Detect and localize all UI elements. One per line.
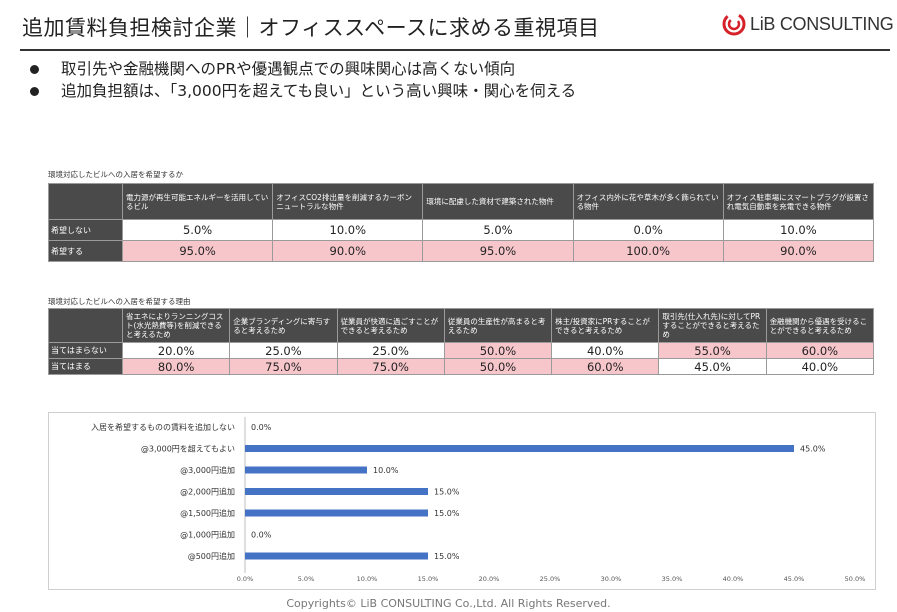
table2-cell: 60.0% — [765, 342, 875, 359]
table2: 省エネによりランニングコスト(水光熱費等)を削減できると考えるため 企業ブランデ… — [48, 308, 875, 375]
table2-cell: 80.0% — [121, 358, 231, 375]
x-tick-label: 45.0% — [784, 575, 805, 583]
x-tick-label: 10.0% — [357, 575, 378, 583]
table1-col-header: オフィス内外に花や草木が多く飾られている物件 — [572, 183, 724, 220]
x-tick-label: 40.0% — [723, 575, 744, 583]
x-tick-label: 15.0% — [418, 575, 439, 583]
table2-col-header: 株主/投資家にPRすることができると考えるため — [551, 308, 660, 343]
bar — [245, 552, 428, 560]
table2-cell: 20.0% — [121, 342, 231, 359]
table1-cell: 10.0% — [272, 219, 424, 241]
bullet-text: 追加負担額は、「3,000円を超えても良い」という高い興味・関心を伺える — [61, 82, 577, 100]
category-label: @1,000円追加 — [180, 530, 235, 540]
chart-container: 入居を希望するものの賃料を追加しない 0.0% @3,000円を超えてもよい 45.0… — [48, 412, 876, 590]
table2-col-header: 従業員の生産性が高まると考えるため — [443, 308, 553, 343]
logo-text: LiB CONSULTING — [750, 13, 894, 34]
bar — [245, 488, 428, 495]
table2-col-header: 省エネによりランニングコスト(水光熱費等)を削減できると考えるため — [121, 308, 231, 343]
logo-swirl-icon — [722, 12, 746, 36]
category-label: 入居を希望するものの賃料を追加しない — [91, 422, 235, 432]
data-label: 15.0% — [434, 509, 460, 518]
table1-cell: 10.0% — [722, 219, 875, 241]
table1-caption: 環境対応したビルへの入居を希望するか — [48, 170, 183, 179]
category-label: @2,000円追加 — [180, 487, 235, 497]
table1-cell: 90.0% — [272, 240, 424, 262]
title-divider — [20, 49, 890, 51]
table2-cell: 25.0% — [229, 342, 338, 359]
table-row: 希望する 95.0% 90.0% 95.0% 100.0% 90.0% — [48, 240, 875, 262]
table1-col-header: オフィス駐車場にスマートプラグが設置され電気自動車を充電できる物件 — [722, 183, 875, 220]
table2-cell: 40.0% — [551, 342, 660, 359]
table-row: 当てはまる 80.0% 75.0% 75.0% 50.0% 60.0% 45.0… — [48, 358, 875, 375]
table2-cell: 75.0% — [229, 358, 338, 375]
table2-cell: 40.0% — [765, 358, 875, 375]
table1-row-label: 希望しない — [48, 219, 123, 241]
data-label: 45.0% — [800, 445, 826, 454]
table2-col-header: 企業ブランディングに寄与すると考えるため — [229, 308, 338, 343]
x-tick-label: 25.0% — [540, 575, 561, 583]
table2-corner — [48, 308, 123, 343]
x-tick-label: 5.0% — [298, 575, 315, 583]
data-label: 0.0% — [251, 531, 272, 540]
table1-cell: 5.0% — [121, 219, 274, 241]
data-label: 15.0% — [434, 488, 460, 497]
category-label: @3,000円追加 — [180, 465, 235, 475]
category-label: @3,000円を超えてもよい — [141, 444, 235, 454]
bullet-item: 取引先や金融機関へのPRや優遇観点での興味関心は高くない傾向 — [30, 58, 576, 80]
table1: 電力源が再生可能エネルギーを活用しているビル オフィスCO2排出量を削減するカー… — [48, 183, 875, 262]
table1-corner — [48, 183, 123, 220]
table2-col-header: 金融機関から優遇を受けることができると考えるため — [765, 308, 875, 343]
table2-cell: 75.0% — [336, 358, 445, 375]
table1-col-header: オフィスCO2排出量を削減するカーボンニュートラルな物件 — [272, 183, 424, 220]
table2-caption: 環境対応したビルへの入居を希望する理由 — [48, 297, 191, 306]
category-label: @500円追加 — [188, 551, 235, 561]
table-row: 希望しない 5.0% 10.0% 5.0% 0.0% 10.0% — [48, 219, 875, 241]
data-label: 15.0% — [434, 552, 460, 561]
table1-cell: 95.0% — [422, 240, 574, 262]
table1-cell: 95.0% — [121, 240, 274, 262]
table2-cell: 60.0% — [551, 358, 660, 375]
table-row: 当てはまらない 20.0% 25.0% 25.0% 50.0% 40.0% 55… — [48, 342, 875, 359]
bar — [245, 466, 367, 474]
bullet-dot-icon — [30, 64, 39, 74]
x-tick-label: 30.0% — [601, 575, 622, 583]
table1-cell: 90.0% — [722, 240, 875, 262]
bar — [245, 509, 428, 517]
x-tick-label: 50.0% — [845, 575, 866, 583]
category-label: @1,500円追加 — [180, 508, 235, 518]
table2-cell: 45.0% — [658, 358, 767, 375]
table2-row-label: 当てはまらない — [48, 342, 123, 359]
footer-copyright: Copyrights© LiB CONSULTING Co.,Ltd. All … — [286, 597, 611, 610]
data-label: 0.0% — [251, 423, 272, 432]
table1-cell: 100.0% — [572, 240, 724, 262]
x-tick-label: 35.0% — [662, 575, 683, 583]
table1-col-header: 環境に配慮した資材で建築された物件 — [422, 183, 574, 220]
bullet-item: 追加負担額は、「3,000円を超えても良い」という高い興味・関心を伺える — [30, 80, 576, 102]
page-title: 追加賃料負担検討企業｜オフィススペースに求める重視項目 — [22, 16, 600, 40]
table2-col-header: 取引先(仕入れ先)に対してPRすることができると考えるため — [658, 308, 767, 343]
table2-cell: 55.0% — [658, 342, 767, 359]
data-label: 10.0% — [373, 466, 399, 475]
table1-row-label: 希望する — [48, 240, 123, 262]
x-tick-label: 0.0% — [237, 575, 254, 583]
bar — [245, 445, 794, 452]
x-tick-label: 20.0% — [479, 575, 500, 583]
table2-cell: 50.0% — [443, 342, 553, 359]
table1-cell: 0.0% — [572, 219, 724, 241]
table2-cell: 50.0% — [443, 358, 553, 375]
table2-row-label: 当てはまる — [48, 358, 123, 375]
bullet-list: 取引先や金融機関へのPRや優遇観点での興味関心は高くない傾向 追加負担額は、「3… — [30, 58, 576, 102]
bar-chart: 入居を希望するものの賃料を追加しない 0.0% @3,000円を超えてもよい 45.0… — [91, 417, 866, 583]
table1-col-header: 電力源が再生可能エネルギーを活用しているビル — [121, 183, 274, 220]
bullet-dot-icon — [30, 86, 39, 96]
company-logo: LiB CONSULTING — [722, 12, 894, 36]
table2-col-header: 従業員が快適に過ごすことができると考えるため — [336, 308, 445, 343]
table2-cell: 25.0% — [336, 342, 445, 359]
table1-cell: 5.0% — [422, 219, 574, 241]
bullet-text: 取引先や金融機関へのPRや優遇観点での興味関心は高くない傾向 — [61, 60, 516, 78]
